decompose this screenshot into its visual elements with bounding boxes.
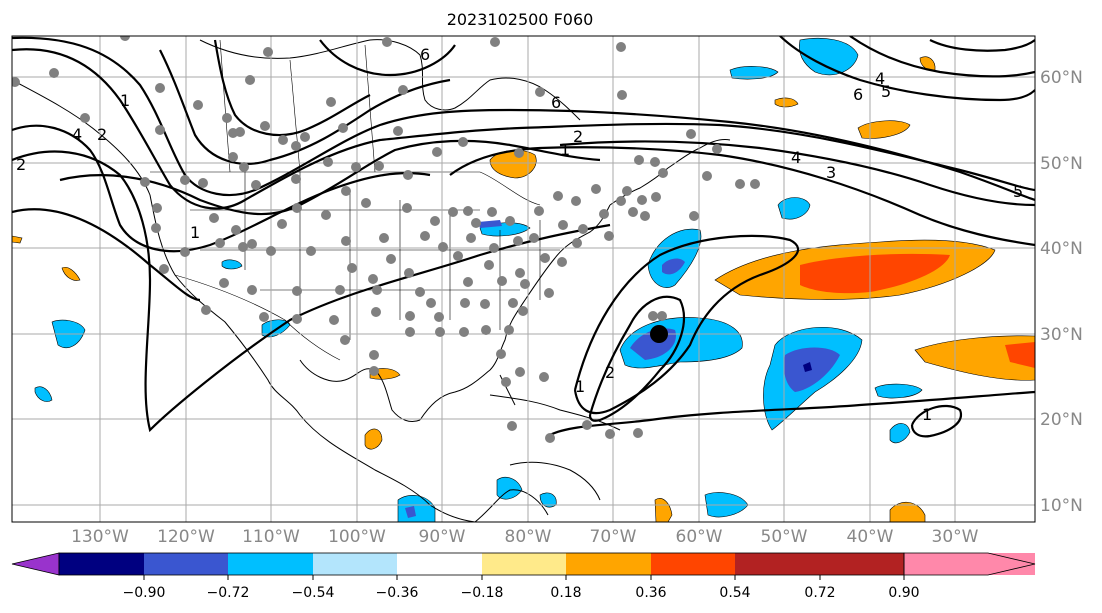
colorbar-segment — [820, 553, 904, 575]
colorbar-low-extension — [11, 552, 60, 576]
contour-label: 6 — [420, 45, 430, 64]
colorbar-segment — [59, 553, 144, 575]
colorbar-tick-label: −0.90 — [123, 585, 166, 601]
lon-label: 50°W — [761, 527, 808, 547]
contour-value-labels: 1 2 4 1 2 6 2 1 4 3 5 6 4 5 1 2 1 6 — [16, 45, 1023, 424]
colorbar-tick-label: 0.18 — [550, 585, 581, 601]
contour-label: 3 — [826, 163, 836, 182]
lat-label: 20°N — [1040, 410, 1083, 430]
latitude-axis: 10°N 20°N 30°N 40°N 50°N 60°N — [1040, 68, 1083, 516]
colorbar-segment — [313, 553, 397, 575]
contour-label: 6 — [551, 93, 561, 112]
contour-label: 4 — [72, 125, 82, 144]
shaded-anomalies — [12, 38, 1035, 522]
contour-label: 1 — [120, 91, 130, 110]
colorbar-tick-label: −0.36 — [376, 585, 419, 601]
lat-label: 10°N — [1040, 496, 1083, 516]
contour-label: 2 — [97, 125, 107, 144]
map-title: 2023102500 F060 — [446, 10, 594, 29]
lon-label: 90°W — [419, 527, 466, 547]
colorbar: −0.90 −0.72 −0.54 −0.36 −0.18 0.18 0.36 … — [11, 552, 1036, 601]
colorbar-segment — [397, 553, 482, 575]
lat-label: 50°N — [1040, 154, 1083, 174]
station-markers — [12, 36, 760, 443]
colorbar-tick-label: 0.72 — [804, 585, 835, 601]
lat-label: 40°N — [1040, 239, 1083, 259]
longitude-axis: 130°W 120°W 110°W 100°W 90°W 80°W 70°W 6… — [71, 527, 979, 547]
map-frame — [11, 35, 1036, 523]
lon-label: 60°W — [676, 527, 723, 547]
contour-label: 6 — [853, 85, 863, 104]
colorbar-tick-label: 0.90 — [888, 585, 919, 601]
contour-label: 1 — [190, 223, 200, 242]
colorbar-tick-label: 0.54 — [719, 585, 750, 601]
contour-label: 1 — [922, 405, 932, 424]
storm-center-marker — [650, 325, 668, 343]
lon-label: 40°W — [847, 527, 894, 547]
colorbar-segment — [735, 553, 820, 575]
contour-label: 2 — [16, 155, 26, 174]
colorbar-tick-label: −0.72 — [207, 585, 250, 601]
colorbar-tick-label: 0.36 — [635, 585, 666, 601]
lon-label: 30°W — [932, 527, 979, 547]
contour-lines — [12, 36, 1035, 438]
lon-label: 110°W — [242, 527, 300, 547]
colorbar-tick-label: −0.54 — [292, 585, 335, 601]
contour-label: 1 — [560, 140, 570, 159]
colorbar-segment — [566, 553, 651, 575]
contour-label: 1 — [575, 377, 585, 396]
contour-label: 4 — [875, 69, 885, 88]
lon-label: 100°W — [328, 527, 386, 547]
lon-label: 70°W — [590, 527, 637, 547]
contour-label: 5 — [881, 82, 891, 101]
lat-label: 30°N — [1040, 325, 1083, 345]
grid — [12, 36, 1035, 522]
contour-label: 2 — [605, 363, 615, 382]
colorbar-segment — [228, 553, 313, 575]
colorbar-tick-label: −0.18 — [461, 585, 504, 601]
colorbar-segment — [144, 553, 228, 575]
lat-label: 60°N — [1040, 68, 1083, 88]
lon-label: 130°W — [71, 527, 129, 547]
contour-label: 5 — [1013, 182, 1023, 201]
lon-label: 120°W — [157, 527, 215, 547]
lon-label: 80°W — [505, 527, 552, 547]
colorbar-ticks — [143, 575, 905, 580]
colorbar-segment — [482, 553, 566, 575]
contour-label: 4 — [791, 148, 801, 167]
colorbar-segment — [651, 553, 735, 575]
contour-label: 2 — [573, 127, 583, 146]
